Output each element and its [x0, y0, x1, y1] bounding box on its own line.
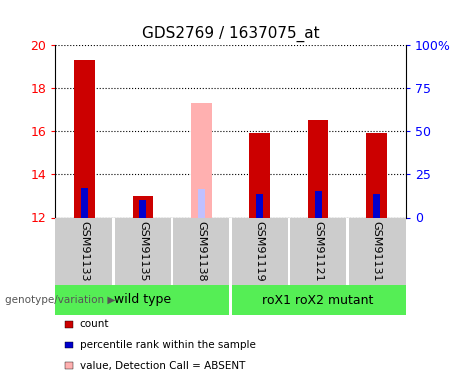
Text: percentile rank within the sample: percentile rank within the sample	[80, 340, 256, 350]
Bar	[133, 196, 153, 217]
Bar	[249, 134, 270, 218]
Text: GSM91133: GSM91133	[79, 221, 89, 282]
Text: GDS2769 / 1637075_at: GDS2769 / 1637075_at	[142, 26, 319, 42]
Text: roX1 roX2 mutant: roX1 roX2 mutant	[262, 294, 374, 306]
Bar	[74, 60, 95, 217]
Bar	[314, 191, 322, 217]
Text: wild type: wild type	[114, 294, 171, 306]
Bar	[256, 194, 263, 217]
Text: GSM91131: GSM91131	[372, 221, 382, 282]
Text: genotype/variation ▶: genotype/variation ▶	[5, 295, 115, 305]
Text: GSM91121: GSM91121	[313, 221, 323, 282]
Bar	[191, 103, 212, 218]
Text: GSM91138: GSM91138	[196, 221, 207, 282]
Bar	[373, 194, 380, 217]
Text: value, Detection Call = ABSENT: value, Detection Call = ABSENT	[80, 361, 245, 370]
Bar	[366, 134, 387, 218]
Bar	[198, 189, 205, 217]
Bar	[308, 120, 328, 218]
Bar	[81, 188, 88, 218]
Text: GSM91119: GSM91119	[254, 221, 265, 282]
Text: count: count	[80, 320, 109, 329]
Bar	[139, 200, 147, 217]
Text: GSM91135: GSM91135	[138, 221, 148, 282]
